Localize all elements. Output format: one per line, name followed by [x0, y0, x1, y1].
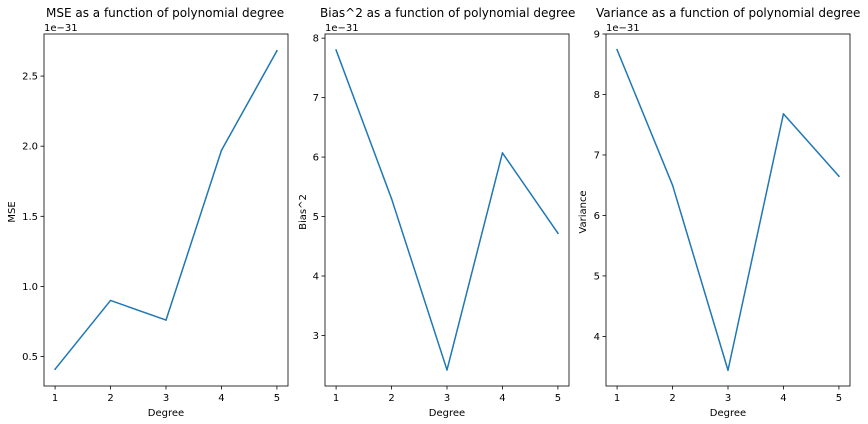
y-tick-label: 6: [594, 211, 600, 222]
y-tick-label: 4: [594, 332, 600, 343]
bias-squared-chart-panel: Bias^2 as a function of polynomial degre…: [298, 6, 575, 419]
tick-group: 1 2 3 4 5 4 5 6 7 8 9: [594, 30, 842, 405]
chart-title: MSE as a function of polynomial degree: [46, 6, 284, 20]
chart-title: Bias^2 as a function of polynomial degre…: [320, 6, 575, 20]
x-axis-label: Degree: [710, 408, 746, 419]
y-tick-label: 3: [313, 331, 319, 342]
x-tick-label: 5: [274, 393, 280, 404]
data-point: [276, 50, 278, 52]
y-tick-label: 7: [594, 150, 600, 161]
data-point: [727, 369, 729, 372]
y-tick-label: 1.0: [22, 282, 38, 293]
data-point: [446, 369, 448, 371]
x-tick-label: 1: [52, 393, 58, 404]
axes-frame: [605, 33, 851, 387]
y-tick-label: 1.5: [22, 212, 38, 223]
data-point: [54, 368, 56, 370]
axes-frame: [43, 33, 289, 387]
x-axis-label: Degree: [429, 408, 465, 419]
data-point: [335, 49, 337, 51]
mse-chart-panel: MSE as a function of polynomial degree 1…: [7, 6, 289, 419]
y-tick-label: 5: [594, 271, 600, 282]
x-tick-label: 3: [163, 393, 169, 404]
y-axis-label: Bias^2: [298, 194, 309, 230]
y-offset-label: 1e−31: [325, 23, 359, 34]
data-point: [782, 113, 785, 115]
y-tick-label: 2.5: [22, 72, 38, 83]
x-tick-label: 3: [444, 393, 450, 404]
x-tick-label: 2: [107, 393, 113, 404]
x-tick-label: 3: [725, 393, 731, 404]
x-tick-label: 4: [218, 393, 224, 404]
x-tick-label: 5: [555, 393, 561, 404]
y-tick-label: 5: [313, 212, 319, 223]
x-tick-label: 5: [836, 393, 842, 404]
data-point: [616, 48, 618, 51]
series-line: [54, 49, 278, 371]
series-line: [335, 49, 559, 371]
series-line: [616, 48, 840, 372]
y-offset-label: 1e−31: [606, 23, 640, 34]
x-tick-label: 1: [614, 393, 620, 404]
chart-title: Variance as a function of polynomial deg…: [596, 6, 860, 20]
y-axis-label: MSE: [7, 201, 18, 222]
data-point: [390, 197, 393, 200]
tick-group: 1 2 3 4 5 0.5 1.0 1.5 2.0 2.5: [22, 72, 280, 404]
tick-group: 1 2 3 4 5 3 4 5 6 7 8: [313, 34, 561, 404]
x-tick-label: 4: [780, 393, 786, 404]
axes-frame: [324, 33, 570, 387]
data-point: [165, 319, 167, 321]
y-tick-label: 4: [313, 272, 319, 283]
y-tick-label: 2.0: [22, 142, 38, 153]
x-tick-label: 2: [388, 393, 394, 404]
data-point: [109, 299, 112, 302]
data-point: [220, 149, 223, 152]
data-point: [501, 152, 504, 154]
y-tick-label: 6: [313, 153, 319, 164]
x-axis-label: Degree: [148, 408, 184, 419]
x-tick-label: 4: [499, 393, 505, 404]
y-tick-label: 8: [313, 34, 319, 45]
data-point: [557, 232, 559, 234]
y-offset-label: 1e−31: [44, 23, 78, 34]
variance-chart-panel: Variance as a function of polynomial deg…: [578, 6, 860, 419]
data-point: [671, 184, 674, 186]
y-tick-label: 9: [594, 30, 600, 41]
y-tick-label: 7: [313, 93, 319, 104]
x-tick-label: 2: [669, 393, 675, 404]
data-point: [838, 175, 840, 177]
y-tick-label: 0.5: [22, 352, 38, 363]
x-tick-label: 1: [333, 393, 339, 404]
y-tick-label: 8: [594, 90, 600, 101]
y-axis-label: Variance: [578, 190, 589, 233]
